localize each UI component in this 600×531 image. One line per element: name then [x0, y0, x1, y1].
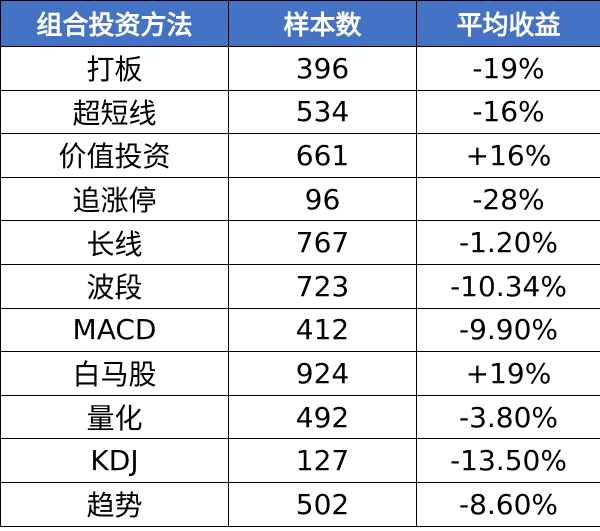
samples-cell: 502 [228, 481, 417, 527]
table-row: MACD 412 -9.90% [0, 307, 600, 353]
avg-return-cell: -16% [416, 89, 600, 135]
method-cell: 波段 [0, 263, 229, 309]
table-body: 打板 396 -19% 超短线 534 -16% 价值投资 661 +16% 追涨停 96 -28% 长… [0, 46, 600, 527]
samples-cell: 534 [228, 89, 417, 135]
method-cell: 白马股 [0, 351, 229, 396]
avg-return-cell: -8.60% [416, 481, 600, 527]
table-row: 价值投资 661 +16% [0, 133, 600, 178]
samples-cell: 723 [228, 263, 417, 309]
avg-return-cell: -1.20% [416, 220, 600, 265]
avg-return-cell: +19% [416, 351, 600, 396]
header-row: 组合投资方法 样本数 平均收益 [0, 0, 600, 47]
method-cell: 追涨停 [0, 176, 229, 222]
table-row: 打板 396 -19% [0, 46, 600, 91]
table-row: 超短线 534 -16% [0, 89, 600, 135]
samples-cell: 412 [228, 307, 417, 353]
method-cell: 长线 [0, 220, 229, 265]
samples-cell: 924 [228, 351, 417, 396]
avg-return-cell: -10.34% [416, 263, 600, 309]
avg-return-cell: -3.80% [416, 394, 600, 440]
method-cell: 价值投资 [0, 133, 229, 178]
method-cell: MACD [0, 307, 229, 353]
table-row: 波段 723 -10.34% [0, 263, 600, 309]
samples-cell: 396 [228, 46, 417, 91]
avg-return-cell: -28% [416, 176, 600, 222]
method-cell: 打板 [0, 46, 229, 91]
method-cell: 量化 [0, 394, 229, 440]
samples-cell: 127 [228, 438, 417, 483]
avg-return-cell: -19% [416, 46, 600, 91]
table-row: 白马股 924 +19% [0, 351, 600, 396]
avg-return-cell: +16% [416, 133, 600, 178]
header-method: 组合投资方法 [0, 0, 229, 47]
samples-cell: 492 [228, 394, 417, 440]
table-row: KDJ 127 -13.50% [0, 438, 600, 483]
samples-cell: 661 [228, 133, 417, 178]
table-row: 量化 492 -3.80% [0, 394, 600, 440]
table-row: 追涨停 96 -28% [0, 176, 600, 222]
samples-cell: 767 [228, 220, 417, 265]
avg-return-cell: -9.90% [416, 307, 600, 353]
table-row: 长线 767 -1.20% [0, 220, 600, 265]
method-cell: 趋势 [0, 481, 229, 527]
samples-cell: 96 [228, 176, 417, 222]
avg-return-cell: -13.50% [416, 438, 600, 483]
method-cell: KDJ [0, 438, 229, 483]
header-avg-return: 平均收益 [416, 0, 600, 47]
table-row: 趋势 502 -8.60% [0, 481, 600, 527]
header-samples: 样本数 [228, 0, 417, 47]
method-cell: 超短线 [0, 89, 229, 135]
